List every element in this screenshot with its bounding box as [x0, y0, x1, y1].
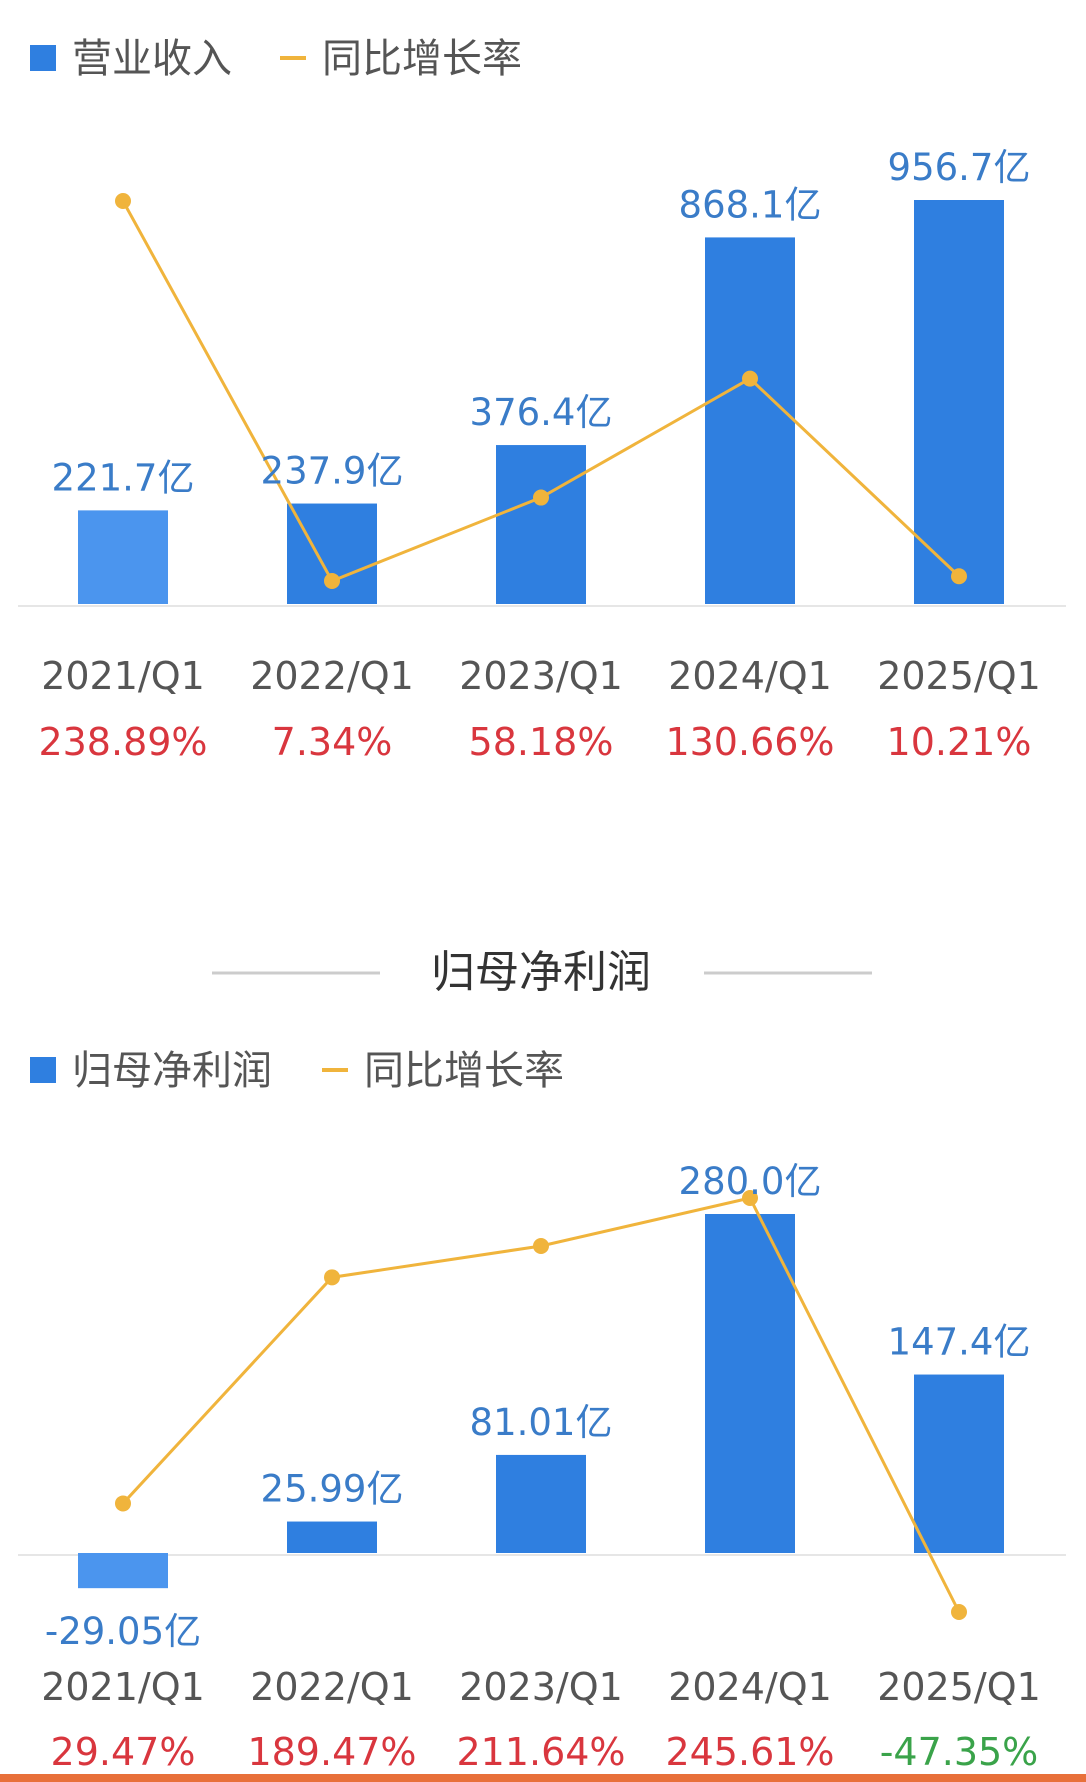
chart2-bar-2	[496, 1454, 586, 1553]
chart2-legend-line-label: 同比增长率	[364, 1048, 564, 1094]
chart1-category-label-1: 2022/Q1	[250, 654, 414, 698]
chart2-rate-label-4: -47.35%	[880, 1730, 1039, 1774]
chart1-growth-point-4	[951, 568, 967, 585]
chart2-legend: 归母净利润 同比增长率	[30, 1048, 564, 1094]
chart1-bar-2	[496, 445, 586, 604]
chart2-rate-label-2: 211.64%	[456, 1730, 625, 1774]
chart1-legend-bar-label: 营业收入	[72, 36, 232, 82]
chart2-bar-4	[914, 1374, 1004, 1553]
chart1-bar-4	[914, 200, 1004, 604]
chart2-bar-value-label-2: 81.01亿	[470, 1401, 613, 1444]
chart2-growth-point-4	[951, 1604, 967, 1620]
chart1-category-label-4: 2025/Q1	[877, 654, 1041, 698]
chart1-bar-value-label-2: 376.4亿	[470, 391, 613, 434]
chart2-bar-3	[705, 1214, 795, 1553]
chart1-rate-label-4: 10.21%	[887, 720, 1032, 764]
chart1-growth-point-2	[533, 489, 549, 506]
chart2-bar-1	[287, 1521, 377, 1553]
chart2-bar-value-label-4: 147.4亿	[888, 1321, 1031, 1364]
chart2-bar-value-label-3: 280.0亿	[679, 1160, 822, 1203]
chart2-growth-point-2	[533, 1238, 549, 1255]
chart1-bar-value-label-4: 956.7亿	[888, 146, 1031, 189]
chart2-legend-bar-swatch	[30, 1057, 56, 1083]
chart1-rate-label-0: 238.89%	[38, 720, 207, 764]
section-header: 归母净利润	[212, 947, 872, 998]
chart2-category-label-1: 2022/Q1	[250, 1665, 414, 1709]
chart1-rate-label-1: 7.34%	[272, 720, 393, 764]
chart1-bar-value-label-0: 221.7亿	[52, 456, 195, 499]
chart2-category-label-3: 2024/Q1	[668, 1665, 832, 1709]
chart1-rate-label-2: 58.18%	[469, 720, 614, 764]
chart1-category-label-2: 2023/Q1	[459, 654, 623, 698]
chart2-net-profit: -29.05亿 25.99亿 81.01亿 280.0亿 147.4亿 2021/Q1 20…	[18, 1160, 1066, 1774]
chart2-rate-label-3: 245.61%	[665, 1730, 834, 1774]
chart1-bar-3	[705, 237, 795, 605]
chart1-growth-point-1	[324, 572, 340, 589]
chart2-rate-label-0: 29.47%	[51, 1730, 196, 1774]
section-title: 归母净利润	[431, 947, 651, 998]
chart1-bar-value-label-3: 868.1亿	[679, 183, 822, 226]
chart1-category-label-0: 2021/Q1	[41, 654, 205, 698]
chart1-category-label-3: 2024/Q1	[668, 654, 832, 698]
chart2-bar-0	[78, 1553, 168, 1589]
chart2-category-label-4: 2025/Q1	[877, 1665, 1041, 1709]
chart1-revenue: 221.7亿 237.9亿 376.4亿 868.1亿 956.7亿 2021/Q1 202…	[18, 146, 1066, 764]
chart2-rate-label-1: 189.47%	[247, 1730, 416, 1774]
chart1-rate-label-3: 130.66%	[665, 720, 834, 764]
chart1-bar-value-label-1: 237.9亿	[261, 450, 404, 493]
chart1-legend-line-label: 同比增长率	[322, 36, 522, 82]
chart2-category-label-2: 2023/Q1	[459, 1665, 623, 1709]
chart1-bar-0	[78, 510, 168, 604]
chart2-growth-point-3	[742, 1190, 758, 1206]
chart2-legend-bar-label: 归母净利润	[72, 1048, 272, 1094]
chart2-bar-value-label-0: -29.05亿	[45, 1610, 201, 1653]
chart2-bar-value-label-1: 25.99亿	[261, 1468, 404, 1511]
chart1-growth-point-0	[115, 193, 131, 209]
bottom-accent-bar	[0, 1774, 1086, 1782]
chart1-growth-point-3	[742, 370, 758, 387]
chart1-legend-bar-swatch	[30, 45, 56, 71]
chart2-growth-point-1	[324, 1269, 340, 1286]
chart2-growth-point-0	[115, 1495, 131, 1512]
chart2-category-label-0: 2021/Q1	[41, 1665, 205, 1709]
chart1-legend: 营业收入 同比增长率	[30, 36, 522, 82]
